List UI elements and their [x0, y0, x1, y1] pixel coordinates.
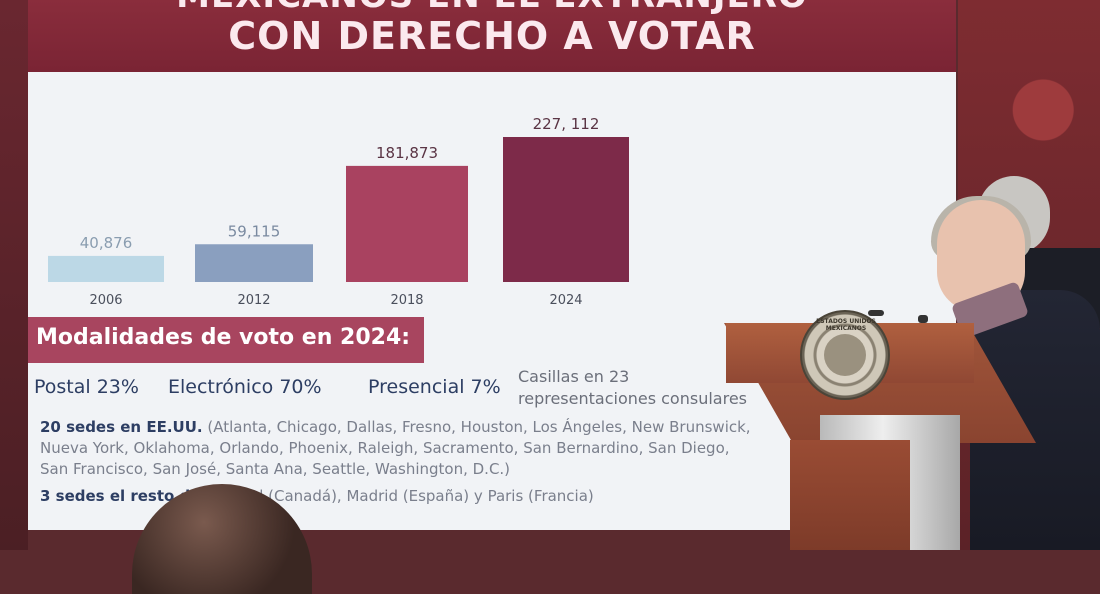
modalities-heading-band: Modalidades de voto en 2024:	[28, 317, 424, 363]
title-band: MEXICANOS EN EL EXTRANJERO CON DERECHO A…	[28, 0, 956, 72]
bar-2018	[346, 165, 468, 282]
value-label-2018: 181,873	[376, 144, 438, 162]
us-sedes-text: 20 sedes en EE.UU. (Atlanta, Chicago, Da…	[40, 417, 760, 480]
podium-base	[790, 440, 910, 550]
bar-2024	[503, 137, 629, 282]
rest-sedes-text: 3 sedes el resto del ontreal (Canadá), M…	[40, 487, 760, 505]
voters-bar-chart: 40,876 2006 59,115 2012 181,873 2018 227, 112 2…	[48, 115, 629, 308]
postal-mode: Postal 23%	[34, 376, 139, 398]
casillas-note: Casillas en 23 representaciones consular…	[518, 367, 747, 408]
seal-text: ESTADOS UNIDOS MEXICANOS	[816, 318, 876, 332]
category-label-2012: 2012	[237, 293, 270, 308]
electronic-mode: Electrónico 70%	[168, 376, 322, 398]
modalities-heading: Modalidades de voto en 2024:	[36, 325, 411, 350]
us-sedes-count: 20 sedes en EE.UU.	[40, 418, 203, 436]
national-seal-icon: ESTADOS UNIDOS MEXICANOS	[800, 310, 890, 400]
category-label-2006: 2006	[89, 293, 122, 308]
projection-screen: MEXICANOS EN EL EXTRANJERO CON DERECHO A…	[28, 0, 956, 530]
value-label-2006: 40,876	[80, 234, 133, 252]
slide-title-line2: CON DERECHO A VOTAR	[228, 14, 756, 58]
value-label-2012: 59,115	[228, 222, 281, 240]
category-label-2024: 2024	[549, 293, 582, 308]
microphone-icon	[868, 310, 884, 316]
microphone-icon-2	[918, 315, 928, 323]
value-label-2024: 227, 112	[533, 115, 600, 133]
bar-2012	[195, 244, 313, 282]
background-left-wall	[0, 0, 28, 550]
rest-sedes-cities: ontreal (Canadá), Madrid (España) y Pari…	[210, 487, 594, 505]
presencial-mode: Presencial 7%	[368, 376, 501, 398]
category-label-2018: 2018	[390, 293, 423, 308]
slide-title-line1: MEXICANOS EN EL EXTRANJERO	[28, 0, 956, 16]
eagle-icon	[824, 334, 866, 376]
us-sedes-cities: (Atlanta, Chicago, Dallas, Fresno, Houst…	[40, 418, 751, 478]
rest-sedes-count: 3 sedes el resto del	[40, 487, 206, 505]
bar-2006	[48, 255, 164, 282]
